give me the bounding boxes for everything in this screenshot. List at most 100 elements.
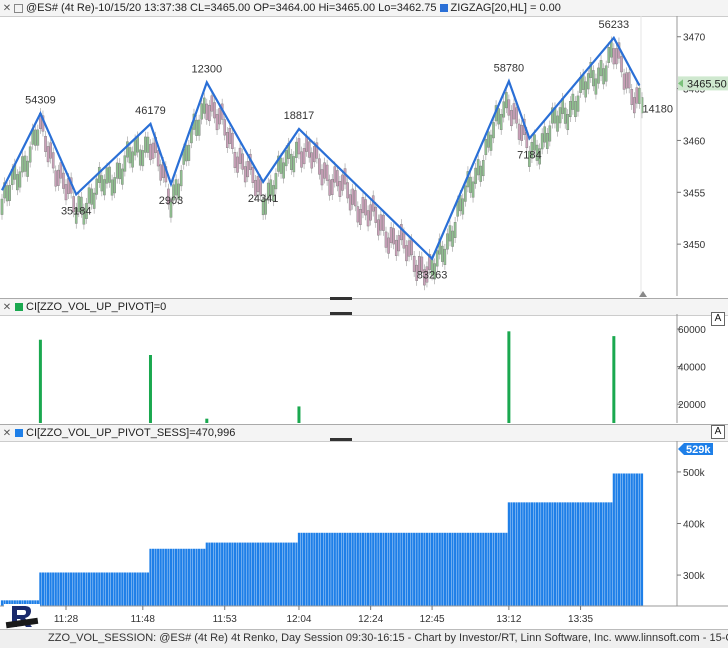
renko-brick	[574, 101, 577, 118]
session-bar	[622, 473, 626, 606]
close-pane-icon[interactable]: ✕	[2, 301, 12, 313]
session-bar	[336, 532, 339, 606]
renko-brick	[54, 170, 58, 187]
renko-brick	[200, 103, 203, 120]
close-pane-icon[interactable]: ✕	[2, 427, 12, 439]
renko-brick	[80, 196, 83, 213]
session-bar	[259, 542, 262, 606]
price-pane-title: @ES# (4t Re)-10/15/20 13:37:38 CL=3465.0…	[26, 2, 437, 14]
renko-brick	[97, 166, 101, 183]
renko-brick	[333, 166, 337, 183]
session-bar	[221, 542, 224, 606]
session-bar	[0, 600, 4, 606]
renko-brick	[592, 70, 595, 87]
pivot-volume-label: 56233	[599, 19, 630, 31]
session-bar	[354, 532, 357, 606]
session-bar	[612, 473, 615, 606]
session-bar	[110, 572, 114, 606]
session-bar	[466, 532, 470, 606]
session-bar	[54, 572, 57, 606]
session-bar	[523, 502, 526, 606]
session-bar	[295, 542, 298, 606]
chart-canvas[interactable]: 54309 35184 46179 2903 12300 24341 18817 83263 5…	[0, 0, 728, 629]
session-bar	[425, 532, 429, 606]
session-bar	[630, 473, 633, 606]
session-bar	[364, 532, 367, 606]
renko-brick	[208, 105, 211, 122]
session-bar	[174, 548, 178, 606]
renko-brick	[223, 119, 227, 136]
renko-r-logo	[4, 604, 40, 629]
renko-brick	[72, 196, 75, 213]
y-tick-label: 300k	[683, 571, 706, 582]
session-bar	[105, 572, 109, 606]
session-bar	[16, 600, 19, 606]
renko-brick	[384, 231, 388, 248]
session-bar	[512, 502, 516, 606]
renko-brick	[612, 48, 616, 65]
renko-brick	[520, 125, 523, 141]
renko-brick	[471, 181, 475, 198]
renko-brick	[556, 115, 559, 132]
session-bar	[310, 532, 313, 606]
session-bar	[474, 532, 477, 606]
session-bar	[366, 532, 370, 606]
session-bar	[610, 502, 613, 606]
pivot-volume-label: 54309	[25, 94, 56, 106]
renko-brick	[269, 179, 273, 196]
renko-brick	[369, 204, 372, 221]
session-bar	[218, 542, 221, 606]
session-bar	[400, 532, 403, 606]
session-bar	[85, 572, 88, 606]
session-bar	[390, 532, 393, 606]
renko-brick	[361, 197, 365, 214]
renko-brick	[325, 164, 329, 181]
renko-brick	[474, 167, 477, 184]
pivot-volume-label: 24341	[248, 193, 279, 205]
session-bar	[285, 542, 288, 606]
session-bar	[154, 548, 157, 606]
session-bar	[415, 532, 418, 606]
renko-brick	[297, 138, 301, 155]
renko-brick	[602, 68, 605, 85]
y-tick-label: 60000	[678, 325, 706, 336]
renko-brick	[138, 149, 142, 166]
pivot-volume-label: 83263	[417, 270, 448, 282]
autoscale-button[interactable]: A	[711, 425, 725, 439]
session-bar	[300, 532, 303, 606]
pivot-volume-label: 14180	[642, 103, 673, 115]
session-bar	[49, 572, 52, 606]
renko-brick	[110, 179, 114, 196]
session-bar	[451, 532, 454, 606]
renko-brick	[502, 101, 506, 118]
session-bar	[487, 532, 490, 606]
session-bar	[128, 572, 132, 606]
session-bar	[541, 502, 544, 606]
session-bar	[305, 532, 308, 606]
session-bar	[343, 532, 347, 606]
session-bar	[494, 532, 498, 606]
renko-brick	[599, 60, 603, 77]
settings-box-icon[interactable]	[14, 3, 23, 13]
session-bar	[169, 548, 173, 606]
session-bar	[64, 572, 68, 606]
session-bar	[77, 572, 80, 606]
session-bar	[320, 532, 324, 606]
session-bar	[528, 502, 531, 606]
vol-legend-swatch	[15, 303, 23, 311]
session-bar	[323, 532, 326, 606]
session-bar	[185, 548, 188, 606]
renko-brick	[479, 165, 483, 182]
session-bar	[333, 532, 336, 606]
close-pane-icon[interactable]: ✕	[2, 2, 12, 14]
renko-brick	[49, 142, 52, 159]
session-bar	[441, 532, 444, 606]
renko-brick	[202, 97, 206, 114]
renko-brick	[141, 150, 145, 167]
session-bar	[556, 502, 559, 606]
autoscale-button[interactable]: A	[711, 312, 725, 326]
session-bar	[290, 542, 293, 606]
renko-brick	[144, 136, 147, 153]
renko-brick	[569, 101, 572, 118]
